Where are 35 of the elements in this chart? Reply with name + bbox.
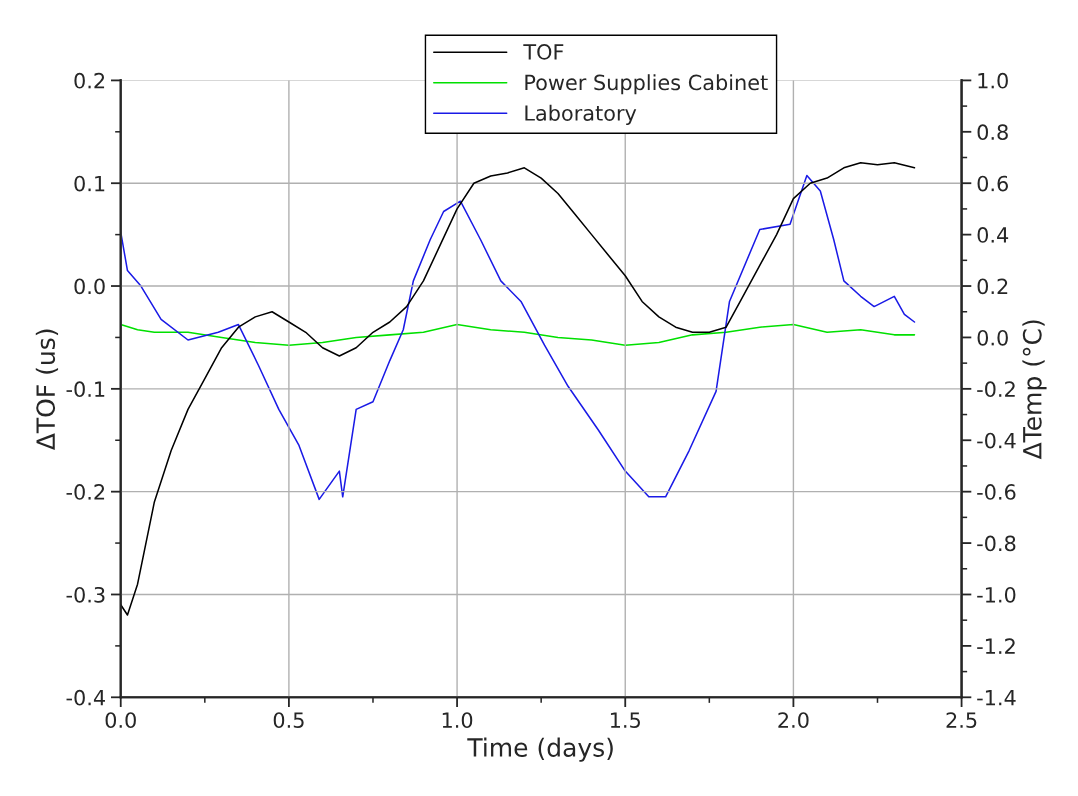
y-tick-label: 0.2 xyxy=(74,72,105,89)
x-axis-title: Time (days) xyxy=(467,737,613,762)
y2-tick-label: 0.8 xyxy=(977,124,1008,141)
y-tick-label: -0.3 xyxy=(66,586,105,603)
x-tick-label: 1.5 xyxy=(610,712,640,729)
y-tick-label: -0.1 xyxy=(66,381,105,398)
legend-label: Power Supplies Cabinet xyxy=(525,74,768,95)
y2-tick-label: 0.6 xyxy=(977,175,1008,192)
x-tick-label: 1.0 xyxy=(442,712,473,729)
line-series xyxy=(120,174,916,501)
y2-tick-label: 0.0 xyxy=(977,329,1008,346)
y2-tick-label: -1.4 xyxy=(977,690,1016,706)
legend-label: TOF xyxy=(523,43,564,60)
x-tick-label: 2.5 xyxy=(946,712,977,729)
y2-tick-label: -0.2 xyxy=(977,381,1015,398)
y-tick-label: 0.0 xyxy=(74,278,105,295)
y2-tick-label: 0.4 xyxy=(977,227,1009,243)
y-axis-title: ΔTOF (us) xyxy=(35,329,59,451)
y2-tick-label: 0.2 xyxy=(977,278,1008,295)
line-series xyxy=(120,161,916,616)
y2-tick-label: -0.8 xyxy=(977,535,1016,552)
y2-tick-label: 1.0 xyxy=(978,72,1008,89)
y2-tick-label: -1.2 xyxy=(977,638,1015,654)
y2-tick-label: -0.6 xyxy=(977,484,1016,500)
y-tick-label: -0.2 xyxy=(66,484,105,500)
y2-tick-label: -1.0 xyxy=(977,586,1016,603)
y2-axis-title: ΔTemp (°C) xyxy=(1022,320,1047,460)
legend-label: Laboratory xyxy=(525,104,637,125)
x-tick-label: 0.0 xyxy=(105,712,136,729)
y-tick-label: 0.1 xyxy=(74,175,105,192)
x-tick-label: 2.0 xyxy=(778,712,809,729)
y-tick-label: -0.4 xyxy=(66,689,105,706)
x-tick-label: 0.5 xyxy=(273,712,304,729)
line-series xyxy=(120,323,916,346)
y2-tick-label: -0.4 xyxy=(977,432,1016,449)
